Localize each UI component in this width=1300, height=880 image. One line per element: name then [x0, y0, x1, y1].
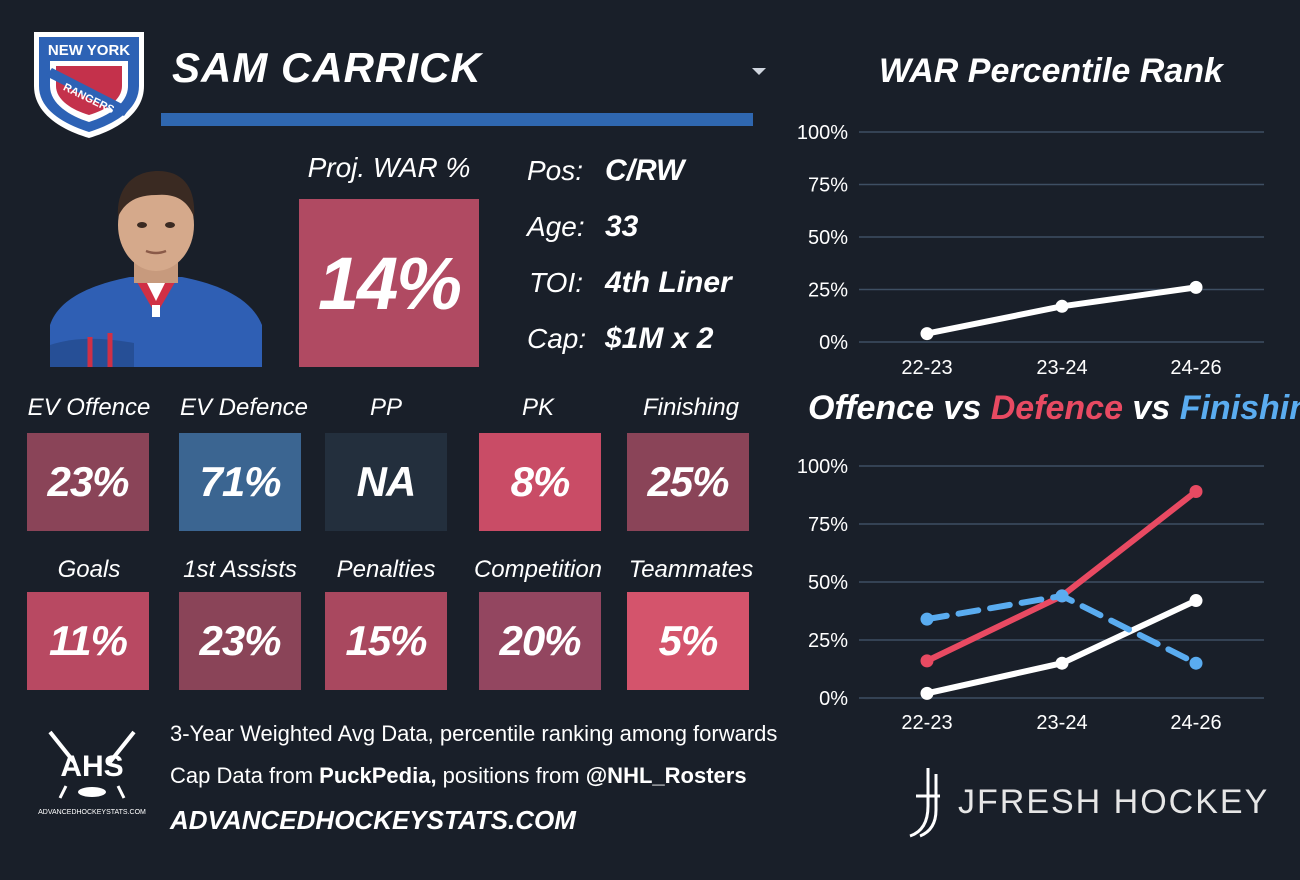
jfresh-hockey-brand: JFRESH HOCKEY	[958, 783, 1270, 821]
y-tick-label: 100%	[797, 122, 848, 144]
stat-label-finishing: Finishing	[642, 394, 740, 421]
age-value: 33	[605, 210, 639, 243]
footer-line-2: Cap Data from PuckPedia, positions from …	[170, 763, 747, 789]
data-point	[920, 612, 934, 626]
age-label: Age:	[527, 211, 585, 242]
svg-text:ADVANCEDHOCKEYSTATS.COM: ADVANCEDHOCKEYSTATS.COM	[38, 809, 146, 816]
title-finishing: Finishing	[1179, 389, 1300, 427]
stat-value: 25%	[647, 458, 729, 505]
proj-war-label: Proj. WAR %	[307, 152, 471, 183]
stat-box-ev-defence: 71%	[179, 433, 301, 531]
y-tick-label: 100%	[797, 456, 848, 478]
stat-box-teammates: 5%	[627, 592, 749, 690]
player-name: SAM CARRICK	[172, 44, 482, 91]
data-point	[1055, 589, 1069, 603]
jfresh-logo-mark	[909, 768, 940, 838]
stat-value: 11%	[49, 617, 128, 664]
svg-text:NEW YORK: NEW YORK	[48, 42, 130, 59]
y-tick-label: 50%	[808, 572, 848, 594]
proj-war-box: 14%	[299, 199, 479, 367]
series-line-finishing	[924, 592, 1199, 667]
data-point	[1189, 280, 1203, 294]
puckpedia-link[interactable]: PuckPedia,	[319, 763, 437, 788]
toi-value: 4th Liner	[605, 266, 732, 299]
x-tick-label: 23-24	[1036, 357, 1087, 379]
stat-value: 71%	[199, 458, 281, 505]
ahs-logo: AHS ADVANCEDHOCKEYSTATS.COM	[38, 730, 146, 816]
stat-label-1st-assists: 1st Assists	[183, 556, 297, 583]
stat-value: 23%	[199, 617, 281, 664]
title-defence: Defence	[990, 389, 1123, 427]
chevron-down-icon[interactable]	[749, 65, 769, 77]
pos-label: Pos:	[527, 155, 584, 186]
title-vs: vs	[1122, 389, 1180, 427]
stat-label-ev-defence: EV Defence	[179, 394, 309, 421]
cap-label: Cap:	[527, 323, 587, 354]
data-point	[1189, 485, 1203, 499]
stat-value: 5%	[658, 617, 719, 664]
data-point	[920, 654, 934, 668]
stat-value: NA	[356, 458, 417, 505]
war-percentile-chart: 0% 25% 50% 75% 100% 22-23 23-24 24-26	[797, 122, 1264, 379]
chart-title-offence-defence-finishing: Offence vs Defence vs Finishing	[808, 389, 1300, 428]
cap-value: $1M x 2	[605, 322, 714, 355]
name-underline	[161, 113, 753, 126]
stat-label-pp: PP	[369, 394, 402, 421]
x-tick-label: 24-26	[1170, 357, 1221, 379]
data-point	[1189, 656, 1203, 670]
data-point	[920, 327, 934, 341]
stat-box-pp: NA	[325, 433, 447, 531]
stat-box-pk: 8%	[479, 433, 601, 531]
stat-box-finishing: 25%	[627, 433, 749, 531]
x-tick-label: 24-26	[1170, 712, 1221, 734]
y-tick-label: 0%	[819, 688, 848, 710]
y-tick-label: 25%	[808, 280, 848, 302]
data-point	[1189, 594, 1203, 608]
title-vs: vs	[933, 389, 991, 427]
data-point	[1055, 656, 1069, 670]
x-tick-label: 22-23	[901, 712, 952, 734]
data-point	[1055, 299, 1069, 313]
offence-defence-finishing-chart: 0% 25% 50% 75% 100% 22-23 23-24 24-26	[797, 456, 1264, 734]
stat-label-competition: Competition	[473, 556, 603, 583]
x-tick-label: 23-24	[1036, 712, 1087, 734]
stat-box-penalties: 15%	[325, 592, 447, 690]
footer-text: positions from	[436, 763, 586, 788]
footer-text: Cap Data from	[170, 763, 320, 788]
stat-label-goals: Goals	[57, 556, 121, 583]
stat-value: 23%	[47, 458, 129, 505]
footer-line-1: 3-Year Weighted Avg Data, percentile ran…	[170, 721, 778, 746]
stat-box-competition: 20%	[479, 592, 601, 690]
y-tick-label: 0%	[819, 332, 848, 354]
player-headshot	[50, 171, 262, 367]
proj-war-value: 14%	[317, 241, 462, 325]
toi-label: TOI:	[529, 267, 583, 298]
stat-box-ev-offence: 23%	[27, 433, 149, 531]
stat-value: 15%	[345, 617, 427, 664]
stat-value: 20%	[499, 617, 581, 664]
stat-box-goals: 11%	[27, 592, 149, 690]
y-tick-label: 75%	[808, 175, 848, 197]
stat-value: 8%	[510, 458, 571, 505]
y-tick-label: 75%	[808, 514, 848, 536]
pos-value: C/RW	[605, 154, 685, 187]
chart-title-war-percentile: WAR Percentile Rank	[879, 52, 1223, 90]
stat-label-ev-offence: EV Offence	[27, 394, 151, 421]
stat-label-pk: PK	[521, 394, 554, 421]
stat-label-teammates: Teammates	[628, 556, 754, 583]
y-tick-label: 25%	[808, 630, 848, 652]
data-point	[920, 686, 934, 700]
svg-text:AHS: AHS	[60, 750, 123, 783]
y-tick-label: 50%	[808, 227, 848, 249]
footer-site-link[interactable]: ADVANCEDHOCKEYSTATS.COM	[170, 805, 576, 835]
stat-label-penalties: Penalties	[336, 556, 436, 583]
rangers-shield-logo: NEW YORK RANGERS	[34, 32, 144, 138]
series-line-defence	[924, 488, 1199, 664]
title-offence: Offence	[808, 389, 934, 427]
x-tick-label: 22-23	[901, 357, 952, 379]
stat-box-1st-assists: 23%	[179, 592, 301, 690]
nhl-rosters-link[interactable]: @NHL_Rosters	[585, 763, 747, 788]
